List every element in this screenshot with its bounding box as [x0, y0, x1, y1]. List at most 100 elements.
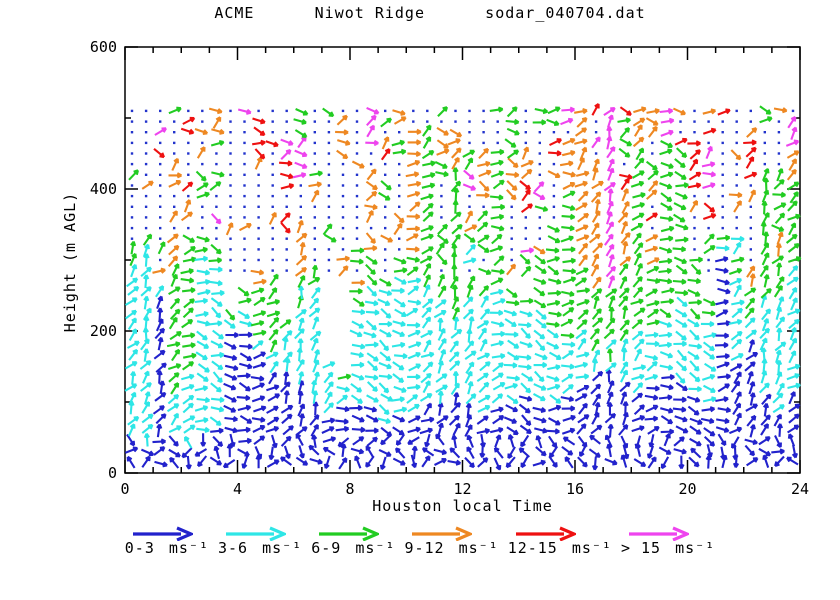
grid-dot	[369, 162, 373, 166]
wind-arrow	[170, 412, 179, 426]
wind-arrow	[252, 139, 266, 146]
wind-arrow	[631, 415, 646, 423]
wind-arrow	[533, 416, 547, 424]
wind-arrow	[716, 361, 730, 369]
wind-arrow	[225, 222, 234, 236]
wind-arrow	[406, 190, 421, 198]
wind-arrow	[265, 425, 280, 433]
wind-arrow	[745, 403, 759, 412]
wind-arrow	[298, 445, 305, 459]
wind-arrow	[406, 394, 419, 404]
wind-arrow	[646, 266, 660, 274]
grid-dot	[271, 226, 274, 230]
wind-arrow	[758, 382, 770, 394]
grid-dot	[229, 162, 232, 166]
wind-arrow	[532, 392, 546, 402]
wind-arrow	[775, 276, 785, 289]
wind-arrow	[659, 215, 674, 222]
wind-arrow	[313, 371, 321, 385]
chart-title: ACME Niwot Ridge sodar_040704.dat	[214, 4, 646, 22]
wind-arrow	[321, 417, 336, 424]
grid-dot	[693, 226, 696, 230]
wind-arrow	[631, 170, 645, 179]
wind-arrow	[166, 341, 181, 348]
wind-arrow	[194, 448, 208, 457]
wind-arrow	[180, 211, 194, 222]
wind-arrow	[140, 266, 152, 277]
wind-arrow	[521, 189, 531, 202]
wind-arrow	[392, 361, 405, 371]
wind-arrow	[622, 445, 630, 460]
wind-arrow	[128, 169, 140, 181]
grid-dot	[159, 258, 162, 262]
wind-arrow	[476, 415, 489, 425]
wind-arrow	[646, 445, 654, 459]
wind-arrow	[182, 415, 196, 424]
wind-arrow	[159, 380, 166, 395]
grid-dot	[341, 184, 345, 187]
wind-arrow	[728, 267, 743, 275]
wind-arrow	[608, 306, 615, 321]
wind-arrow	[365, 309, 380, 316]
grid-dot	[398, 248, 401, 251]
wind-arrow	[701, 406, 716, 413]
wind-arrow	[506, 106, 518, 118]
wind-arrow	[407, 415, 421, 424]
wind-arrow	[437, 402, 444, 416]
wind-arrow	[632, 232, 642, 245]
grid-dot	[313, 258, 316, 262]
wind-arrow	[590, 222, 600, 236]
wind-arrow	[786, 456, 799, 466]
wind-arrow	[588, 233, 601, 244]
wind-arrow	[520, 159, 534, 168]
wind-arrow	[181, 447, 193, 459]
wind-arrow	[507, 157, 519, 169]
wind-arrow	[591, 210, 601, 223]
wind-arrow	[210, 382, 222, 393]
grid-dot	[201, 205, 204, 208]
wind-arrow	[351, 279, 366, 286]
grid-dot	[552, 205, 556, 208]
wind-arrow	[490, 340, 505, 347]
wind-arrow	[743, 287, 757, 297]
grid-dot	[187, 162, 190, 166]
wind-arrow	[560, 395, 575, 403]
wind-arrow	[268, 446, 275, 461]
wind-arrow	[633, 242, 644, 255]
wind-arrow	[621, 338, 629, 352]
wind-arrow	[603, 328, 615, 340]
wind-arrow	[632, 364, 647, 371]
wind-arrow	[313, 349, 321, 363]
wind-arrow	[605, 288, 618, 298]
wind-arrow	[406, 322, 421, 329]
wind-arrow	[407, 373, 421, 380]
wind-arrow	[505, 288, 518, 298]
wind-arrow	[336, 385, 351, 393]
wind-arrow	[170, 382, 180, 395]
grid-dot	[384, 205, 387, 208]
wind-arrow	[462, 308, 474, 320]
wind-arrow	[407, 277, 422, 284]
wind-arrow	[466, 328, 473, 343]
wind-arrow	[208, 320, 223, 327]
wind-arrow	[435, 242, 445, 255]
grid-dot	[552, 194, 556, 198]
wind-arrow	[169, 331, 182, 341]
wind-arrow	[251, 340, 264, 351]
wind-arrow	[658, 446, 672, 455]
wind-arrow	[633, 106, 647, 114]
wind-arrow	[297, 371, 305, 385]
wind-arrow	[421, 150, 435, 160]
grid-dot	[426, 120, 429, 123]
wind-arrow	[224, 373, 238, 381]
wind-arrow	[168, 425, 182, 434]
wind-arrow	[774, 435, 782, 448]
wind-arrow	[322, 361, 336, 369]
wind-arrow	[788, 350, 797, 364]
wind-arrow	[239, 415, 253, 424]
wind-arrow	[577, 337, 587, 351]
grid-dot	[552, 184, 556, 187]
wind-arrow	[660, 140, 674, 148]
grid-dot	[482, 109, 485, 113]
wind-arrow	[658, 246, 673, 254]
